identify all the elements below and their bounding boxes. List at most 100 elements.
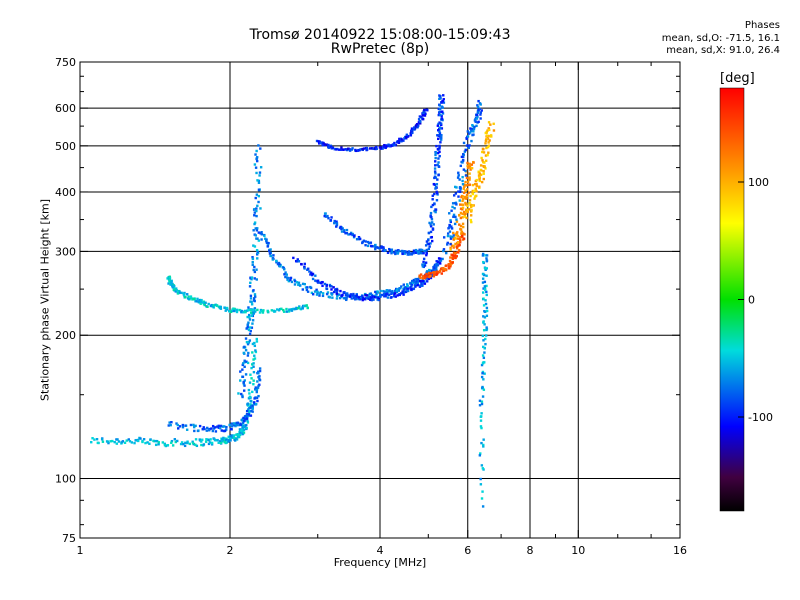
echo-point xyxy=(437,173,440,177)
echo-point xyxy=(133,441,136,445)
echo-point xyxy=(321,284,324,288)
echo-point xyxy=(328,145,331,149)
echo-point xyxy=(415,123,419,126)
echo-point xyxy=(361,241,364,245)
echo-point xyxy=(191,442,195,445)
echo-point xyxy=(480,363,484,367)
echo-point xyxy=(455,245,458,248)
echo-point xyxy=(438,147,441,150)
echo-point xyxy=(375,147,378,151)
echo-point xyxy=(93,438,96,441)
echo-point xyxy=(347,233,350,236)
echo-point xyxy=(335,297,339,300)
echo-point xyxy=(466,135,470,138)
echo-point xyxy=(439,127,442,130)
echo-point xyxy=(480,400,484,403)
echo-point xyxy=(476,111,479,114)
echo-point xyxy=(232,309,236,313)
echo-point xyxy=(382,246,385,249)
echo-point xyxy=(481,272,485,276)
echo-point xyxy=(204,301,207,304)
echo-point xyxy=(224,309,227,312)
echo-point xyxy=(480,109,483,112)
echo-point xyxy=(479,452,482,455)
echo-point xyxy=(474,195,477,198)
echo-point xyxy=(235,310,239,314)
echo-point xyxy=(439,138,443,141)
echo-point xyxy=(223,440,226,444)
echo-point xyxy=(197,429,200,432)
echo-point xyxy=(248,339,252,342)
echo-point xyxy=(187,295,190,298)
echo-point xyxy=(349,295,352,298)
echo-point xyxy=(483,280,487,284)
echo-point xyxy=(214,426,217,429)
echo-point xyxy=(319,290,323,294)
echo-point xyxy=(241,395,244,399)
echo-point xyxy=(303,267,306,270)
echo-point xyxy=(303,282,306,286)
echo-point xyxy=(429,272,433,275)
echo-point xyxy=(214,430,218,433)
echo-point xyxy=(254,350,258,354)
echo-point xyxy=(265,241,269,244)
echo-point xyxy=(330,293,334,296)
echo-point xyxy=(253,397,256,400)
echo-point xyxy=(166,444,170,447)
echo-point xyxy=(441,112,445,115)
echo-point xyxy=(186,440,189,443)
echo-point xyxy=(442,269,446,272)
echo-point xyxy=(489,123,492,126)
echo-point xyxy=(416,251,420,254)
echo-point xyxy=(300,262,303,266)
echo-point xyxy=(252,244,255,247)
echo-point xyxy=(157,441,160,444)
echo-point xyxy=(325,283,329,287)
echo-point xyxy=(459,224,463,228)
echo-point xyxy=(404,286,407,289)
echo-point xyxy=(419,122,422,125)
echo-point xyxy=(481,334,485,338)
echo-point xyxy=(375,145,378,149)
echo-point xyxy=(249,308,252,312)
echo-point xyxy=(454,237,457,240)
echo-point xyxy=(468,199,472,202)
echo-point xyxy=(250,326,254,329)
echo-point xyxy=(255,340,259,343)
echo-point xyxy=(215,439,218,442)
echo-point xyxy=(233,438,236,441)
echo-point xyxy=(457,174,460,177)
echo-point xyxy=(438,94,441,97)
echo-point xyxy=(244,418,247,421)
echo-point xyxy=(348,149,352,152)
colorbar-label: [deg] xyxy=(720,71,755,86)
echo-point xyxy=(437,257,441,260)
echo-point xyxy=(269,254,273,258)
echo-point xyxy=(466,210,470,214)
echo-point xyxy=(251,319,255,322)
echo-point xyxy=(220,429,223,432)
echo-point xyxy=(293,280,297,283)
echo-point xyxy=(266,245,269,248)
echo-point xyxy=(474,118,477,121)
y-tick-label: 600 xyxy=(55,102,76,115)
echo-point xyxy=(479,477,482,481)
echo-point xyxy=(355,149,358,153)
echo-point xyxy=(101,440,105,443)
echo-point xyxy=(100,438,104,441)
echo-point xyxy=(258,375,261,378)
echo-point xyxy=(436,163,439,167)
echo-point xyxy=(242,382,246,386)
echo-point xyxy=(309,273,312,276)
echo-point xyxy=(261,311,265,314)
echo-point xyxy=(477,170,480,173)
echo-point xyxy=(361,298,364,302)
echo-point xyxy=(254,386,257,389)
echo-point xyxy=(254,234,257,237)
echo-point xyxy=(252,358,255,361)
echo-point xyxy=(134,438,138,442)
echo-point xyxy=(467,146,471,149)
echo-point xyxy=(268,252,272,255)
echo-point xyxy=(416,280,419,283)
echo-point xyxy=(470,167,474,170)
